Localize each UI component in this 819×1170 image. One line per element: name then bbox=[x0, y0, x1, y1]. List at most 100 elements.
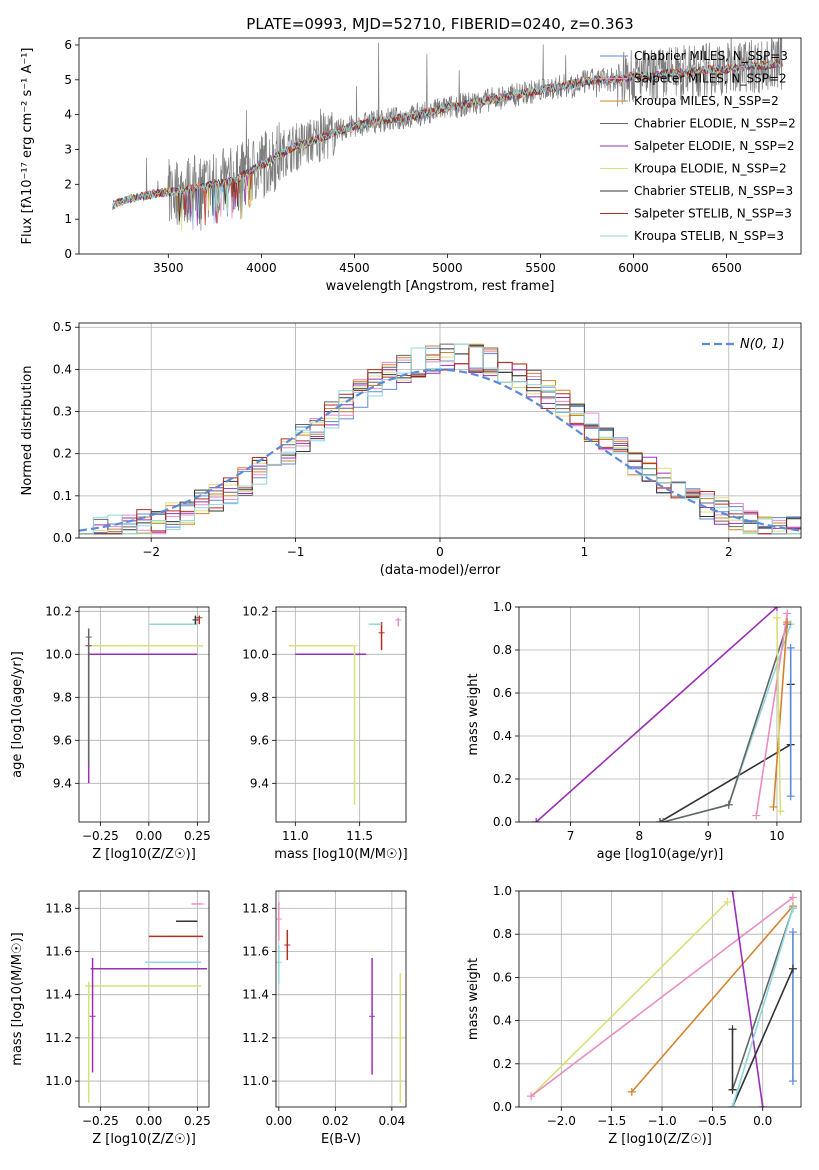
x-tick-label: 0.04 bbox=[379, 1114, 406, 1128]
x-tick-label: 6500 bbox=[711, 261, 742, 275]
weight-marker bbox=[772, 613, 781, 622]
y-tick-label: 9.6 bbox=[53, 733, 72, 747]
legend-label: Kroupa ELODIE, N_SSP=2 bbox=[634, 162, 787, 176]
x-tick-label: 0.25 bbox=[184, 829, 211, 843]
weight-marker bbox=[724, 800, 733, 809]
legend-label: Chabrier ELODIE, N_SSP=2 bbox=[634, 117, 796, 131]
y-tick-label: 0.4 bbox=[493, 1014, 512, 1028]
x-tick-label: 0.00 bbox=[265, 1114, 292, 1128]
axes-frame bbox=[78, 322, 802, 539]
y-tick-label: 9.6 bbox=[250, 733, 269, 747]
weight-series-line bbox=[731, 891, 764, 1107]
plot-area bbox=[112, 38, 783, 232]
y-tick-label: 0 bbox=[64, 247, 72, 261]
weight-series-line bbox=[659, 684, 792, 822]
y-tick-label: 0.0 bbox=[493, 815, 512, 829]
y-tick-label: 11.4 bbox=[45, 988, 72, 1002]
y-tick-label: 0.2 bbox=[53, 447, 72, 461]
weight-marker bbox=[527, 1092, 536, 1101]
y-tick-label: 0.2 bbox=[493, 1057, 512, 1071]
weight-series-line bbox=[731, 908, 794, 1107]
x-tick-label: −1 bbox=[287, 545, 305, 559]
plot-area bbox=[84, 615, 204, 784]
x-tick-label: 6000 bbox=[618, 261, 649, 275]
legend-label: Chabrier MILES, N_SSP=3 bbox=[634, 49, 788, 63]
x-axis-label: age [log10(age/yr)] bbox=[597, 847, 724, 862]
weight_vs_age-axes: 7 8 9 10 0.0 0.2 0.4 0.6 0.8 1.0 age [log10(age/yr… bbox=[466, 600, 802, 862]
x-tick-label: −2 bbox=[142, 545, 160, 559]
weight-marker bbox=[783, 618, 792, 627]
x-tick-label: −0.25 bbox=[82, 829, 119, 843]
x-tick-label: 11.0 bbox=[282, 829, 309, 843]
y-tick-label: 0.6 bbox=[493, 970, 512, 984]
x-axis-label: Z [log10(Z/Z☉)] bbox=[92, 1132, 196, 1147]
y-tick-label: 10.0 bbox=[45, 647, 72, 661]
plot-area bbox=[276, 901, 404, 1103]
axes-frame bbox=[78, 606, 210, 823]
weight-series-line bbox=[776, 617, 782, 812]
plot-area bbox=[84, 903, 208, 1103]
y-tick-label: 0.5 bbox=[53, 320, 72, 334]
weight-marker bbox=[728, 891, 737, 895]
legend-label: Kroupa MILES, N_SSP=2 bbox=[634, 94, 779, 108]
y-tick-label: 9.4 bbox=[250, 776, 269, 790]
weight-marker bbox=[783, 609, 792, 618]
plot-area bbox=[288, 617, 402, 805]
y-tick-label: 0.4 bbox=[493, 729, 512, 743]
y-tick-label: 10.2 bbox=[45, 604, 72, 618]
y-tick-label: 2 bbox=[64, 177, 72, 191]
weight-marker bbox=[788, 964, 797, 973]
weight-marker bbox=[659, 818, 668, 822]
y-tick-label: 0.8 bbox=[493, 927, 512, 941]
weight-series-line bbox=[631, 905, 794, 1093]
axes-frame bbox=[275, 890, 407, 1108]
x-tick-label: 2 bbox=[725, 545, 733, 559]
x-tick-label: 11.5 bbox=[346, 829, 373, 843]
x-tick-label: 7 bbox=[567, 829, 575, 843]
y-tick-label: 0.6 bbox=[493, 686, 512, 700]
axes-frame bbox=[518, 606, 802, 823]
x-tick-label: 0.0 bbox=[753, 1114, 772, 1128]
weight-marker bbox=[776, 807, 785, 816]
legend-label: Chabrier STELIB, N_SSP=3 bbox=[634, 184, 793, 198]
weight-series-line bbox=[755, 613, 788, 816]
weight-marker bbox=[786, 792, 795, 801]
x-tick-label: 4500 bbox=[339, 261, 370, 275]
y-tick-label: 1.0 bbox=[493, 884, 512, 898]
weight-series-line bbox=[772, 621, 788, 808]
weight-marker bbox=[788, 904, 797, 913]
x-tick-label: −1.0 bbox=[647, 1114, 676, 1128]
x-axis-label: Z [log10(Z/Z☉)] bbox=[608, 1132, 712, 1147]
normal-distribution-curve bbox=[79, 368, 801, 532]
weight-series-line bbox=[535, 607, 778, 822]
plot-area bbox=[79, 343, 801, 538]
x-axis-label: E(B-V) bbox=[321, 1132, 361, 1147]
y-tick-label: 0.2 bbox=[493, 772, 512, 786]
y-tick-label: 4 bbox=[64, 108, 72, 122]
x-tick-label: 3500 bbox=[153, 261, 184, 275]
y-tick-label: 1 bbox=[64, 212, 72, 226]
y-tick-label: 10.0 bbox=[242, 647, 269, 661]
legend-label: Salpeter MILES, N_SSP=2 bbox=[634, 72, 787, 86]
weight-marker bbox=[728, 1103, 737, 1107]
y-axis-label: Normed distribution bbox=[20, 366, 35, 496]
weight-marker bbox=[752, 811, 761, 820]
y-axis-label: mass weight bbox=[466, 958, 481, 1040]
weight-marker bbox=[769, 802, 778, 811]
mass_vs_EBV-axes: 0.00 0.02 0.04 11.0 11.2 11.4 11.6 11.8 E(B-V) bbox=[242, 890, 407, 1147]
weight-series-line bbox=[731, 968, 794, 1107]
x-tick-label: 0.00 bbox=[135, 1114, 162, 1128]
weight-marker bbox=[728, 1025, 737, 1034]
weight-marker bbox=[788, 1077, 797, 1086]
axes-frame bbox=[78, 37, 802, 255]
weight-marker bbox=[656, 818, 664, 822]
y-axis-label: Flux [fλ10⁻¹⁷ erg cm⁻² s⁻¹ A⁻¹] bbox=[20, 48, 35, 245]
weight-marker bbox=[723, 897, 732, 906]
x-axis-label: wavelength [Angstrom, rest frame] bbox=[326, 279, 555, 294]
x-tick-label: 0.02 bbox=[322, 1114, 349, 1128]
residual-histogram-line bbox=[79, 343, 801, 538]
x-tick-label: 0 bbox=[436, 545, 444, 559]
x-tick-label: 1 bbox=[581, 545, 589, 559]
y-tick-label: 0.0 bbox=[53, 531, 72, 545]
